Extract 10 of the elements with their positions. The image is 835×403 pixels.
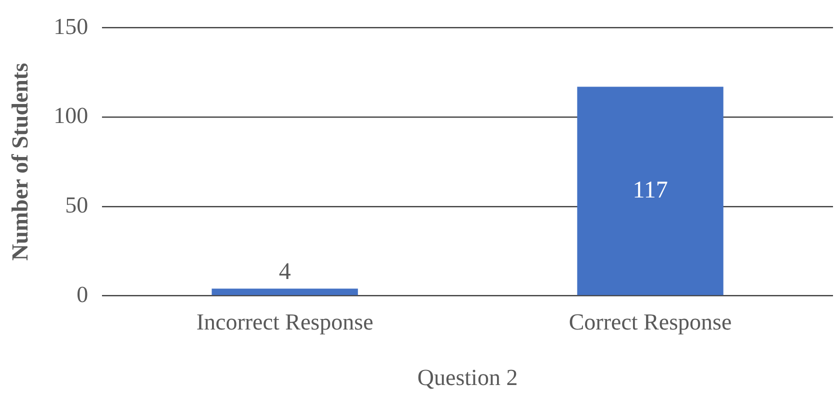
data-label: 117 xyxy=(632,177,668,204)
x-axis-title: Question 2 xyxy=(417,365,518,390)
data-label: 4 xyxy=(278,258,291,285)
x-tick-label: Correct Response xyxy=(568,310,732,335)
y-tick-label: 100 xyxy=(54,103,88,128)
y-tick-label: 50 xyxy=(65,192,88,218)
y-tick-label: 0 xyxy=(76,282,88,307)
y-axis-title: Number of Students xyxy=(8,62,33,261)
x-tick-label: Incorrect Response xyxy=(196,310,374,335)
y-tick-label: 150 xyxy=(54,14,88,39)
